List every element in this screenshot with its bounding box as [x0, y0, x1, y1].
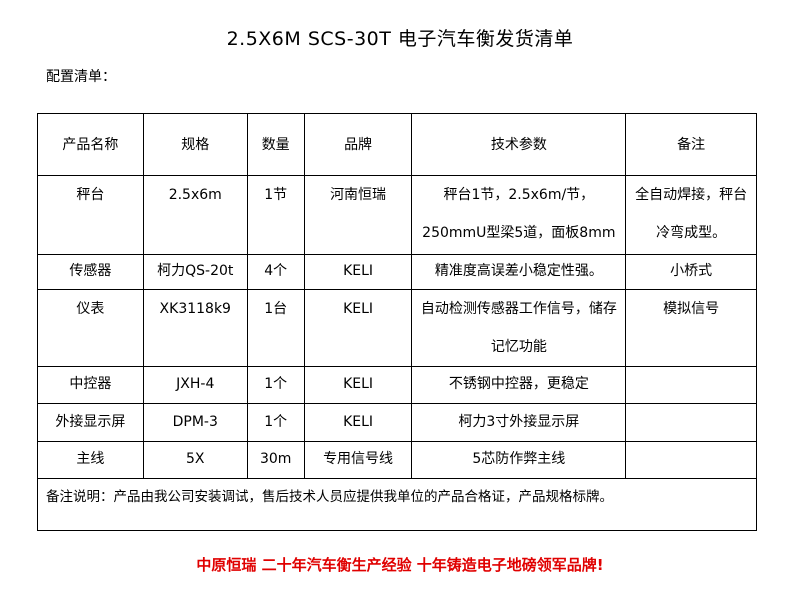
note-text: 备注说明：产品由我公司安装调试，售后技术人员应提供我单位的产品合格证，产品规格标… [37, 478, 757, 531]
cell: DPM-3 [142, 403, 248, 442]
table-row: 主线 5X 30m 专用信号线 5芯防作弊主线 [37, 441, 757, 479]
cell: 传感器 [37, 254, 144, 290]
cell: 自动检测传感器工作信号，储存记忆功能 [411, 289, 627, 367]
cell: 河南恒瑞 [303, 175, 413, 255]
cell: KELI [303, 366, 413, 404]
cell: 5芯防作弊主线 [411, 441, 627, 479]
shipping-list-table: 产品名称 规格 数量 品牌 技术参数 备注 秤台 2.5x6m 1节 河南恒瑞 … [37, 113, 757, 531]
cell: 2.5x6m [142, 175, 248, 255]
table-row: 传感器 柯力QS-20t 4个 KELI 精准度高误差小稳定性强。 小桥式 [37, 254, 757, 290]
cell: KELI [303, 289, 413, 367]
cell: JXH-4 [142, 366, 248, 404]
cell: 柯力3寸外接显示屏 [411, 403, 627, 442]
header-cell: 技术参数 [411, 113, 627, 176]
page-title: 2.5X6M SCS-30T 电子汽车衡发货清单 [226, 28, 574, 50]
header-cell: 产品名称 [37, 113, 144, 176]
cell [625, 441, 757, 479]
cell [625, 366, 757, 404]
cell: 1个 [246, 366, 305, 404]
cell: 5X [142, 441, 248, 479]
cell: 秤台1节，2.5x6m/节，250mmU型梁5道，面板8mm [411, 175, 627, 255]
note-row: 备注说明：产品由我公司安装调试，售后技术人员应提供我单位的产品合格证，产品规格标… [37, 478, 757, 531]
cell: 秤台 [37, 175, 144, 255]
table-row: 秤台 2.5x6m 1节 河南恒瑞 秤台1节，2.5x6m/节，250mmU型梁… [37, 175, 757, 255]
table-row: 外接显示屏 DPM-3 1个 KELI 柯力3寸外接显示屏 [37, 403, 757, 442]
cell: 全自动焊接，秤台冷弯成型。 [625, 175, 757, 255]
header-cell: 规格 [142, 113, 248, 176]
cell [625, 403, 757, 442]
header-cell: 备注 [625, 113, 757, 176]
cell: 1个 [246, 403, 305, 442]
table-header-row: 产品名称 规格 数量 品牌 技术参数 备注 [37, 113, 757, 176]
cell: XK3118k9 [142, 289, 248, 367]
cell: 模拟信号 [625, 289, 757, 367]
cell: 不锈钢中控器，更稳定 [411, 366, 627, 404]
table-row: 中控器 JXH-4 1个 KELI 不锈钢中控器，更稳定 [37, 366, 757, 404]
cell: KELI [303, 254, 413, 290]
header-cell: 数量 [246, 113, 305, 176]
cell: 1节 [246, 175, 305, 255]
cell: 柯力QS-20t [142, 254, 248, 290]
header-cell: 品牌 [303, 113, 413, 176]
cell: 主线 [37, 441, 144, 479]
section-label: 配置清单： [46, 69, 116, 85]
cell: 4个 [246, 254, 305, 290]
cell: 中控器 [37, 366, 144, 404]
cell: 外接显示屏 [37, 403, 144, 442]
table-row: 仪表 XK3118k9 1台 KELI 自动检测传感器工作信号，储存记忆功能 模… [37, 289, 757, 367]
cell: 专用信号线 [303, 441, 413, 479]
cell: 1台 [246, 289, 305, 367]
footer-slogan: 中原恒瑞 二十年汽车衡生产经验 十年铸造电子地磅领军品牌! [196, 556, 604, 574]
cell: 仪表 [37, 289, 144, 367]
cell: 小桥式 [625, 254, 757, 290]
cell: 30m [246, 441, 305, 479]
cell: 精准度高误差小稳定性强。 [411, 254, 627, 290]
cell: KELI [303, 403, 413, 442]
